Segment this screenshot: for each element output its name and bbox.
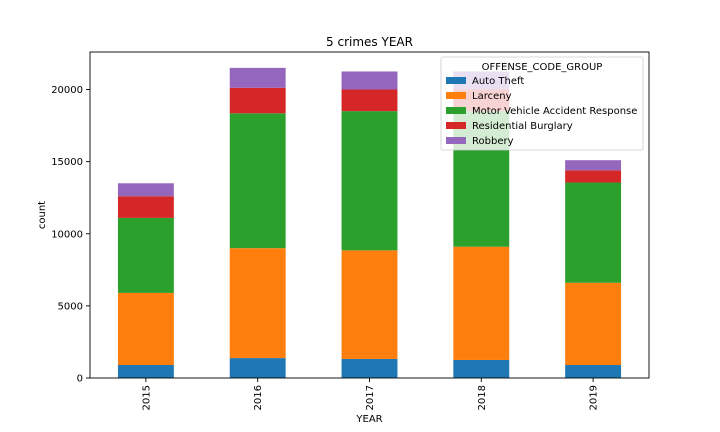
legend-swatch-0 [446, 77, 466, 84]
bar-2017-series-4 [341, 71, 398, 90]
bar-2019-series-0 [565, 365, 622, 378]
bar-2017-series-2 [341, 111, 398, 251]
bar-2019-series-1 [565, 282, 622, 366]
x-axis-label: YEAR [355, 414, 382, 425]
y-tick-label: 20000 [51, 85, 83, 96]
bar-2015-series-3 [117, 196, 174, 218]
bar-2016-series-1 [229, 248, 286, 359]
x-tick-label-2017: 2017 [365, 385, 376, 410]
x-tick-label-2016: 2016 [253, 385, 264, 410]
x-axis: 2015 2016 2017 2018 2019 [141, 378, 600, 410]
bar-2016-series-3 [229, 87, 286, 114]
y-tick-label: 0 [77, 374, 83, 385]
chart-title: 5 crimes YEAR [326, 35, 413, 49]
bar-2017-series-1 [341, 250, 398, 359]
bar-2019-series-3 [565, 170, 622, 183]
bar-2019-series-2 [565, 182, 622, 283]
bar-2016-series-0 [229, 358, 286, 378]
y-tick-label: 5000 [58, 301, 83, 312]
bar-2015-series-4 [117, 183, 174, 197]
legend-label-3: Residential Burglary [472, 121, 573, 132]
legend-swatch-1 [446, 92, 466, 99]
bar-2017-series-0 [341, 358, 398, 378]
legend-swatch-2 [446, 107, 466, 114]
legend-items: Auto Theft Larceny Motor Vehicle Accident … [446, 76, 637, 147]
bar-2019-series-4 [565, 160, 622, 171]
y-axis: 0 5000 10000 15000 20000 [51, 85, 90, 385]
bar-2018-series-0 [453, 359, 510, 378]
bar-2016-series-4 [229, 67, 286, 88]
legend-label-0: Auto Theft [472, 76, 524, 87]
legend-label-2: Motor Vehicle Accident Response [472, 106, 637, 117]
bar-2015-series-1 [117, 292, 174, 366]
legend-box [440, 56, 644, 151]
x-tick-label-2019: 2019 [589, 385, 600, 410]
bar-2016-series-2 [229, 113, 286, 249]
legend-label-4: Robbery [472, 136, 514, 147]
y-tick-label: 15000 [51, 157, 83, 168]
bars-layer [117, 67, 622, 378]
bar-2015-series-2 [117, 217, 174, 293]
bar-2017-series-3 [341, 89, 398, 112]
legend-swatch-3 [446, 122, 466, 129]
bar-2018-series-1 [453, 246, 510, 360]
y-axis-label: count [37, 201, 48, 229]
y-tick-label: 10000 [51, 229, 83, 240]
bar-2015-series-0 [117, 365, 174, 378]
legend-label-1: Larceny [472, 91, 512, 102]
x-tick-label-2015: 2015 [141, 385, 152, 410]
x-tick-label-2018: 2018 [477, 385, 488, 410]
legend-title: OFFENSE_CODE_GROUP [482, 62, 603, 73]
legend: OFFENSE_CODE_GROUP Auto Theft Larceny Moto… [440, 56, 644, 151]
legend-swatch-4 [446, 137, 466, 144]
